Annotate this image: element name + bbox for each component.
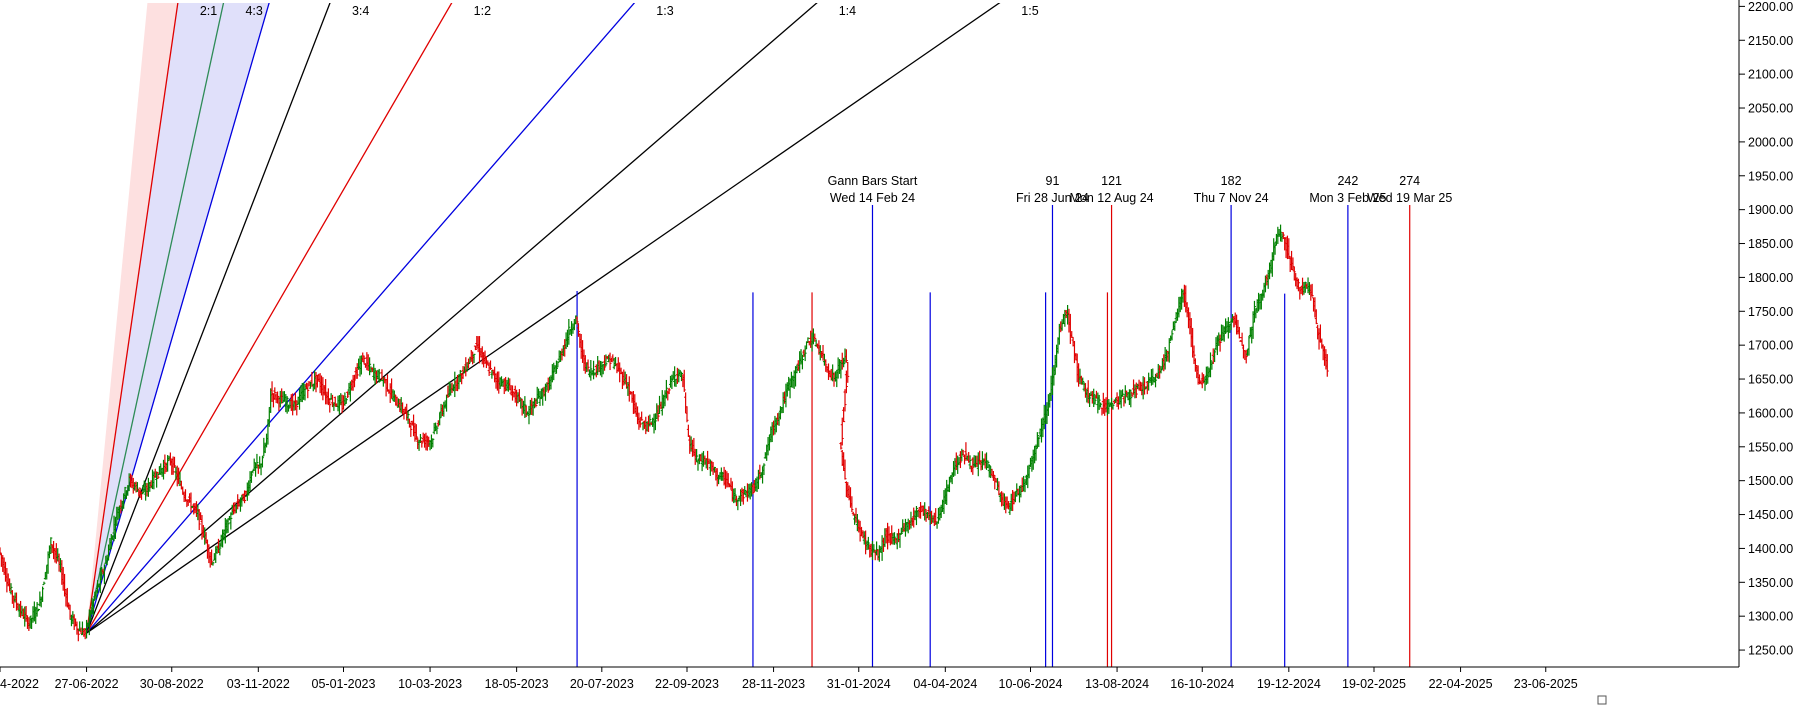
fan-line-1-2 <box>85 3 453 634</box>
fan-line-unlabeled <box>85 3 270 634</box>
date-tick-label: 18-05-2023 <box>485 677 549 691</box>
date-tick-label: 05-01-2023 <box>312 677 376 691</box>
price-tick-label: 1850.00 <box>1748 237 1793 251</box>
gann-bar-count-182: 182 <box>1221 174 1242 188</box>
gann-bars-start-date: Wed 14 Feb 24 <box>830 191 915 205</box>
price-axis: 2200.00 2150.00 2100.00 2050.00 2000.00 1950.… <box>1738 0 1793 667</box>
price-tick-label: 1350.00 <box>1748 576 1793 590</box>
date-tick-label: 03-11-2022 <box>227 677 290 691</box>
date-tick-label: 4-2022 <box>0 677 39 691</box>
date-tick-label: 28-11-2023 <box>742 677 805 691</box>
date-tick-label: 19-02-2025 <box>1342 677 1406 691</box>
gann-bar-count-91: 91 <box>1046 174 1060 188</box>
date-tick-label: 22-04-2025 <box>1429 677 1493 691</box>
fan-label-2-1: 2:1 <box>200 4 217 18</box>
price-tick-label: 1650.00 <box>1748 373 1793 387</box>
price-bars <box>0 224 1329 642</box>
gann-fan-lines <box>85 3 1001 634</box>
price-tick-label: 1450.00 <box>1748 508 1793 522</box>
fan-line-1-3 <box>86 3 636 634</box>
price-tick-label: 1400.00 <box>1748 542 1793 556</box>
price-tick-label: 1950.00 <box>1748 169 1793 183</box>
fan-label-3-4: 3:4 <box>352 4 369 18</box>
price-tick-label: 1900.00 <box>1748 203 1793 217</box>
fan-fill-lower <box>86 3 270 634</box>
fan-label-1-3: 1:3 <box>656 4 673 18</box>
fan-line-2-1 <box>85 3 179 634</box>
date-tick-label: 13-08-2024 <box>1085 677 1149 691</box>
date-tick-label: 30-08-2022 <box>140 677 204 691</box>
date-tick-label: 19-12-2024 <box>1257 677 1321 691</box>
gann-bar-date-121: Mon 12 Aug 24 <box>1070 191 1154 205</box>
price-tick-label: 1600.00 <box>1748 406 1793 420</box>
price-tick-label: 1700.00 <box>1748 339 1793 353</box>
fan-line-1-5 <box>86 3 1001 634</box>
price-tick-label: 2150.00 <box>1748 34 1793 48</box>
fan-fill-upper <box>86 3 178 634</box>
date-tick-label: 10-06-2024 <box>999 677 1063 691</box>
fan-label-1-2: 1:2 <box>474 4 491 18</box>
price-tick-label: 1750.00 <box>1748 305 1793 319</box>
gann-bar-date-274: Wed 19 Mar 25 <box>1367 191 1452 205</box>
gann-bar-date-182: Thu 7 Nov 24 <box>1194 191 1269 205</box>
fan-label-1-5: 1:5 <box>1021 4 1038 18</box>
gann-time-lines <box>576 205 1411 667</box>
price-tick-label: 2200.00 <box>1748 0 1793 14</box>
date-axis: 4-2022 27-06-2022 30-08-2022 03-11-2022 05-0… <box>0 666 1739 691</box>
price-tick-label: 1250.00 <box>1748 644 1793 658</box>
gann-bar-count-274: 274 <box>1399 174 1420 188</box>
date-tick-label: 04-04-2024 <box>913 677 977 691</box>
gann-bar-count-242: 242 <box>1337 174 1358 188</box>
fan-line-4-3 <box>85 3 225 634</box>
price-tick-label: 1500.00 <box>1748 474 1793 488</box>
price-tick-label: 2000.00 <box>1748 135 1793 149</box>
price-tick-label: 1300.00 <box>1748 610 1793 624</box>
fan-line-3-4 <box>85 3 331 634</box>
date-tick-label: 31-01-2024 <box>827 677 891 691</box>
date-tick-label: 22-09-2023 <box>655 677 719 691</box>
date-tick-label: 20-07-2023 <box>570 677 634 691</box>
date-tick-label: 27-06-2022 <box>55 677 119 691</box>
gann-bar-date-91: Fri 28 Jun 24 <box>1016 191 1089 205</box>
price-tick-label: 2050.00 <box>1748 102 1793 116</box>
chart-annotations: 2:1 4:3 3:4 1:2 1:3 1:4 1:5 Gann Bars Start Wed … <box>200 4 1453 205</box>
date-tick-label: 23-06-2025 <box>1514 677 1578 691</box>
gann-bar-date-242: Mon 3 Feb 25 <box>1309 191 1386 205</box>
fan-line-1-4 <box>86 3 818 634</box>
gann-bars-start-title: Gann Bars Start <box>828 174 918 188</box>
gann-fan-fills <box>86 3 270 634</box>
fan-label-4-3: 4:3 <box>245 4 262 18</box>
price-tick-label: 2100.00 <box>1748 68 1793 82</box>
price-tick-label: 1550.00 <box>1748 440 1793 454</box>
date-tick-label: 10-03-2023 <box>398 677 462 691</box>
date-tick-label: 16-10-2024 <box>1170 677 1234 691</box>
fan-label-1-4: 1:4 <box>839 4 856 18</box>
gann-bar-count-121: 121 <box>1101 174 1122 188</box>
scroll-handle[interactable] <box>1597 695 1607 705</box>
price-tick-label: 1800.00 <box>1748 271 1793 285</box>
